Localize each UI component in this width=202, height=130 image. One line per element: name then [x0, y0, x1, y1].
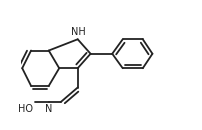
Text: NH: NH	[71, 27, 86, 37]
Text: HO: HO	[18, 104, 34, 114]
Text: N: N	[45, 104, 53, 114]
